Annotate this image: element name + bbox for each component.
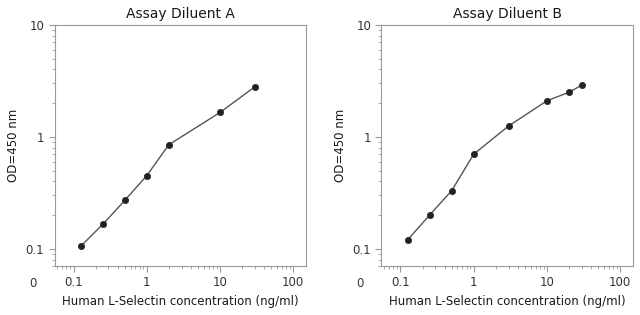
Title: Assay Diluent A: Assay Diluent A <box>126 7 235 21</box>
Y-axis label: OD=450 nm: OD=450 nm <box>7 109 20 182</box>
Text: 0: 0 <box>356 277 364 290</box>
X-axis label: Human L-Selectin concentration (ng/ml): Human L-Selectin concentration (ng/ml) <box>389 295 625 308</box>
Title: Assay Diluent B: Assay Diluent B <box>452 7 562 21</box>
Text: 0: 0 <box>29 277 37 290</box>
Y-axis label: OD=450 nm: OD=450 nm <box>334 109 347 182</box>
X-axis label: Human L-Selectin concentration (ng/ml): Human L-Selectin concentration (ng/ml) <box>62 295 299 308</box>
